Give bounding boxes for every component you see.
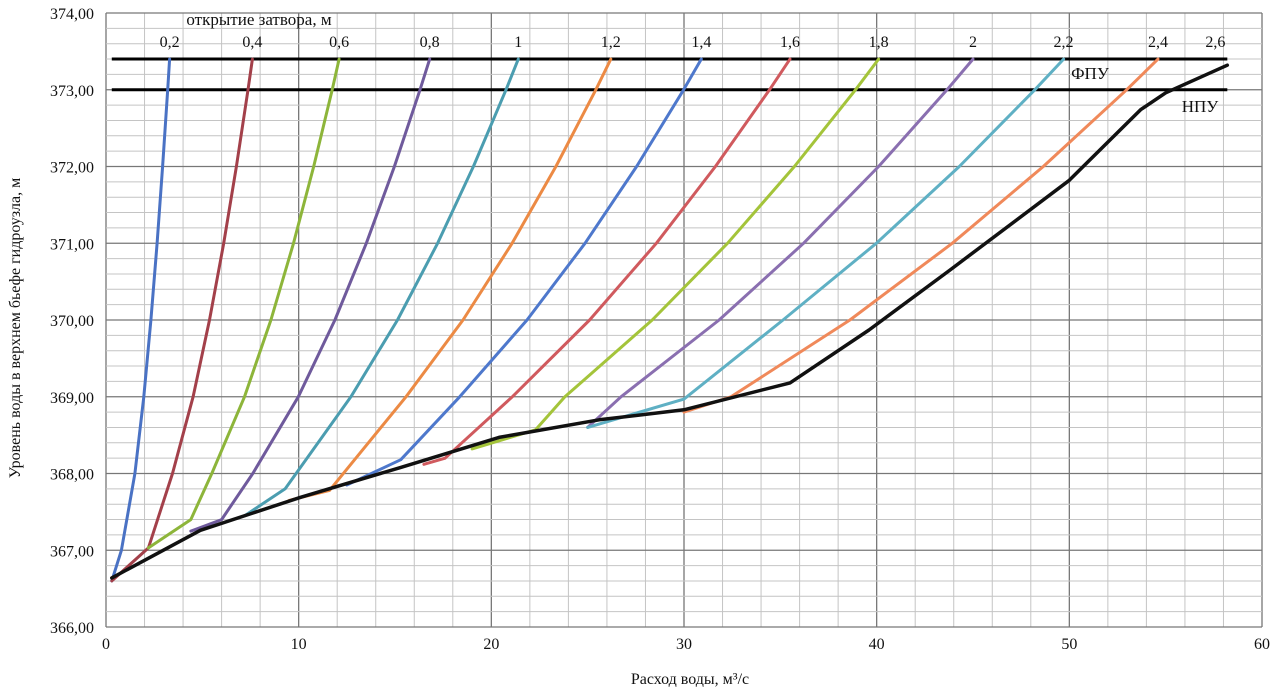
x-axis-title: Расход воды, м³/с — [631, 671, 749, 688]
series-label: 2,6 — [1205, 34, 1225, 51]
series-line-2 — [586, 57, 975, 429]
series-line-1-6 — [422, 57, 792, 466]
series-label: 2 — [969, 34, 977, 51]
y-tick-label: 373,00 — [50, 83, 94, 100]
series-group — [110, 57, 1230, 583]
series-label: 2,4 — [1148, 34, 1168, 51]
series-line-0-6 — [146, 57, 341, 550]
reference-label-npu: НПУ — [1182, 97, 1220, 116]
series-label: 0,6 — [329, 34, 349, 51]
y-tick-label: 368,00 — [50, 467, 94, 484]
series-line-0-4 — [110, 57, 254, 583]
y-tick-label: 367,00 — [50, 543, 94, 560]
series-label: 1,4 — [691, 34, 711, 51]
reference-label-fpu: ФПУ — [1071, 64, 1110, 83]
series-line-1-8 — [470, 57, 881, 451]
y-tick-label: 370,00 — [50, 313, 94, 330]
y-tick-label: 372,00 — [50, 160, 94, 177]
series-label: 1,2 — [601, 34, 621, 51]
reference-lines — [111, 57, 1228, 92]
series-label: 1 — [514, 34, 522, 51]
series-label: 0,2 — [160, 34, 180, 51]
y-tick-label: 369,00 — [50, 390, 94, 407]
y-tick-label: 366,00 — [50, 620, 94, 637]
x-tick-label: 0 — [102, 636, 110, 653]
grid — [105, 12, 1263, 628]
series-label: 1,8 — [869, 34, 889, 51]
y-axis-title: Уровень воды в верхнем бьефе гидроузла, … — [7, 178, 24, 479]
series-line-0-8 — [189, 57, 432, 533]
y-tick-label: 374,00 — [50, 6, 94, 23]
x-tick-label: 40 — [869, 636, 885, 653]
series-label: 1,6 — [780, 34, 800, 51]
x-tick-label: 60 — [1254, 636, 1270, 653]
x-tick-label: 10 — [291, 636, 307, 653]
series-line-1-2 — [287, 57, 613, 502]
legend-title: открытие затвора, м — [186, 10, 331, 29]
series-line-1 — [243, 57, 520, 518]
series-line-2-6 — [110, 63, 1230, 580]
series-label: 0,4 — [242, 34, 262, 51]
series-label: 0,8 — [420, 34, 440, 51]
x-tick-label: 50 — [1061, 636, 1077, 653]
labels-group: 0 10 20 30 40 50 60 366,00 367,00 368,00 369,00 370… — [50, 6, 1270, 653]
series-line-0-2 — [110, 57, 172, 583]
series-line-1-4 — [345, 57, 703, 487]
y-tick-label: 371,00 — [50, 236, 94, 253]
series-line-2-2 — [586, 57, 1066, 429]
x-tick-label: 30 — [676, 636, 692, 653]
x-tick-label: 20 — [483, 636, 499, 653]
series-label: 2,2 — [1054, 34, 1074, 51]
